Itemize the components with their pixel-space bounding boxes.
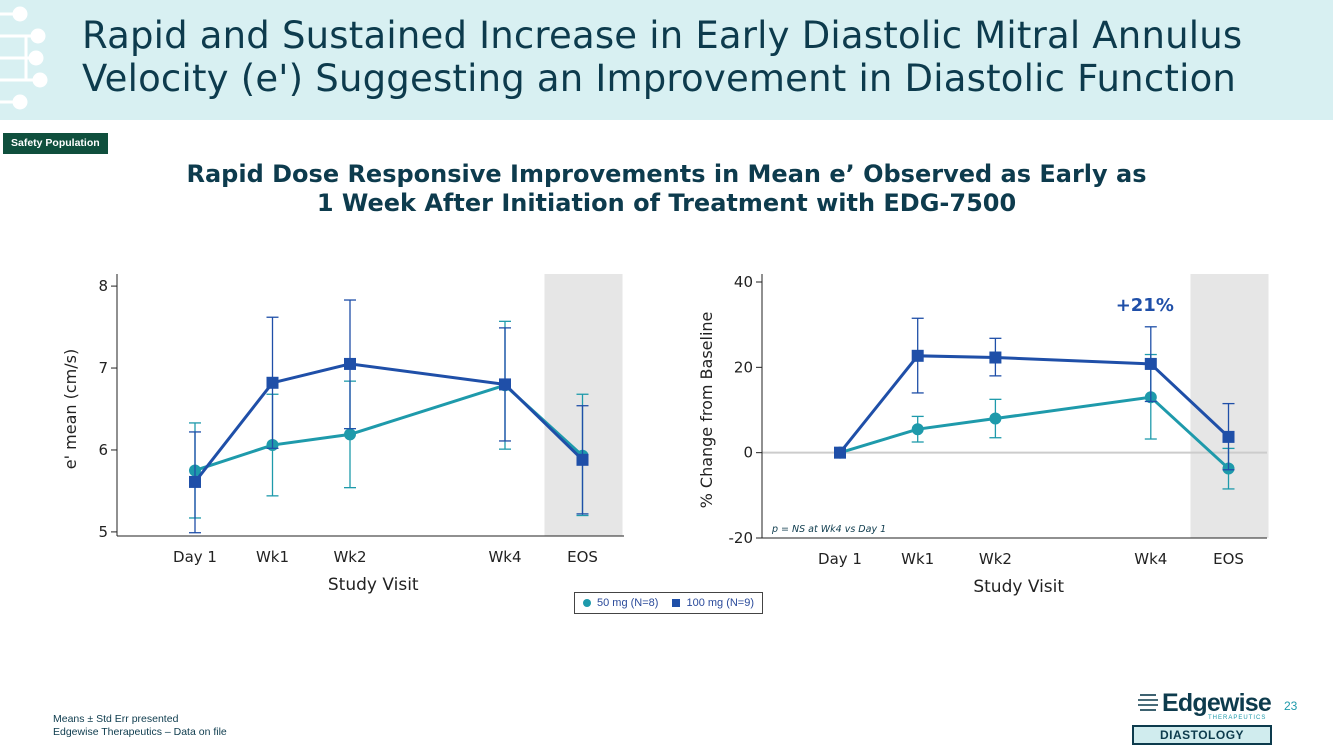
chart-subtitle-line2: 1 Week After Initiation of Treatment wit… <box>316 189 1017 217</box>
title-banner: Rapid and Sustained Increase in Early Di… <box>0 0 1333 120</box>
series-line <box>194 383 584 472</box>
legend-series2-label: 100 mg (N=9) <box>686 597 755 609</box>
y-tick-label: 7 <box>98 359 108 377</box>
significance-note: p = NS at Wk4 vs Day 1 <box>771 524 886 535</box>
safety-population-badge: Safety Population <box>3 133 108 154</box>
percent-change-chart: -20 0 20 40 Day 1 Wk1 Wk2 Wk4 EOS Study Visit % Ch… <box>697 273 1269 597</box>
data-point-square <box>834 446 846 459</box>
x-tick-label: Wk4 <box>488 548 521 566</box>
dna-logo-icon <box>1138 694 1158 711</box>
series-line <box>839 395 1230 470</box>
logo-subtext: THERAPEUTICS <box>1208 715 1267 721</box>
data-point-square <box>499 378 511 391</box>
circuit-decoration-icon <box>0 6 48 110</box>
x-tick-label: EOS <box>1213 550 1244 568</box>
legend-square-marker-icon <box>672 599 681 607</box>
series-line <box>838 354 1230 454</box>
y-tick-label: 0 <box>743 444 753 462</box>
edgewise-logo: Edgewise THERAPEUTICS <box>1136 689 1272 721</box>
eos-shaded-region <box>1190 274 1269 538</box>
data-point-square <box>576 453 589 466</box>
x-tick-label: Day 1 <box>173 548 217 566</box>
y-tick-label: -20 <box>729 529 754 547</box>
logo-wordmark: Edgewise <box>1162 689 1272 717</box>
chart-legend: 50 mg (N=8) 100 mg (N=9) <box>574 592 764 614</box>
data-point-square <box>1222 430 1235 443</box>
data-point-square <box>1144 357 1157 370</box>
x-tick-label: Wk4 <box>1134 550 1167 568</box>
x-tick-label: Wk1 <box>901 550 934 568</box>
data-point-square <box>911 349 924 362</box>
page-title-line1: Rapid and Sustained Increase in Early Di… <box>82 14 1243 57</box>
footnote-line1: Means ± Std Err presented <box>53 713 179 725</box>
chart-subtitle-line1: Rapid Dose Responsive Improvements in Me… <box>186 160 1147 188</box>
y-axis-title: % Change from Baseline <box>697 312 716 509</box>
x-tick-label: Wk2 <box>333 548 366 566</box>
x-tick-label: Day 1 <box>818 550 862 568</box>
data-point-circle <box>344 428 356 441</box>
x-tick-label: EOS <box>567 548 598 566</box>
percent-increase-annotation: +21% <box>1116 295 1174 316</box>
data-point-square <box>989 351 1002 364</box>
page-number: 23 <box>1284 699 1298 713</box>
y-tick-label: 6 <box>98 441 108 459</box>
x-tick-label: Wk1 <box>256 548 289 566</box>
data-point-square <box>344 357 356 370</box>
data-point-circle <box>911 423 924 436</box>
x-axis-title: Study Visit <box>328 575 419 595</box>
y-tick-label: 20 <box>734 358 753 376</box>
data-point-square <box>189 475 201 488</box>
legend-series1-label: 50 mg (N=8) <box>597 597 659 609</box>
y-axis-title: e' mean (cm/s) <box>61 349 80 469</box>
eos-shaded-region <box>544 274 623 536</box>
e-prime-mean-chart: 5 6 7 8 Day 1 Wk1 Wk2 Wk4 EOS Study Visit e' mean … <box>61 274 624 595</box>
y-tick-label: 5 <box>98 523 108 541</box>
chart-subtitle: Rapid Dose Responsive Improvements in Me… <box>0 160 1333 218</box>
page-title: Rapid and Sustained Increase in Early Di… <box>82 14 1322 100</box>
data-point-square <box>266 376 279 389</box>
page-title-line2: Velocity (e') Suggesting an Improvement … <box>82 57 1237 100</box>
section-tag: DIASTOLOGY <box>1132 725 1272 745</box>
footnotes: Means ± Std Err presented Edgewise Thera… <box>53 713 227 739</box>
legend-circle-marker-icon <box>583 599 591 607</box>
y-tick-label: 8 <box>98 277 108 295</box>
y-tick-label: 40 <box>734 273 753 291</box>
x-tick-label: Wk2 <box>979 550 1012 568</box>
footnote-line2: Edgewise Therapeutics – Data on file <box>53 726 227 738</box>
data-point-circle <box>989 412 1002 425</box>
x-axis-title: Study Visit <box>973 577 1064 597</box>
